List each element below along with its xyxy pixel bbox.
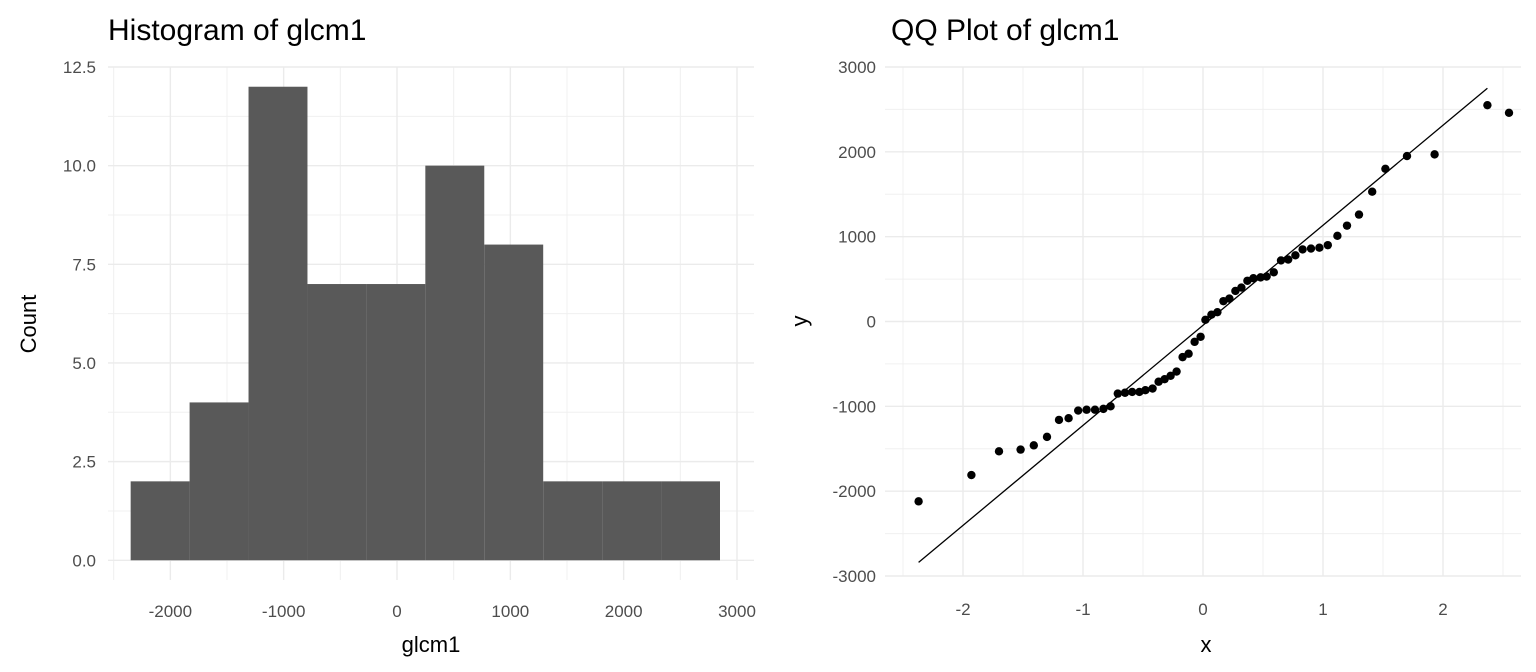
qq-plot-x-tick-label: 2 <box>1438 600 1447 619</box>
histogram-y-tick-label: 10.0 <box>63 157 96 176</box>
qq-plot-point <box>1184 349 1193 358</box>
qq-plot-point <box>1249 274 1258 283</box>
histogram-title: Histogram of glcm1 <box>108 14 366 47</box>
histogram-bar <box>661 481 720 561</box>
qq-plot-point <box>1315 243 1324 252</box>
qq-plot-point <box>1099 404 1108 414</box>
qq-plot-point <box>1166 371 1175 380</box>
qq-plot-x-tick-label: 0 <box>1198 600 1207 619</box>
qq-plot-points <box>914 100 1514 506</box>
histogram-y-tick-label: 0.0 <box>72 551 96 570</box>
qq-plot-y-tick-label: 2000 <box>838 143 876 162</box>
qq-plot-point <box>1106 402 1115 411</box>
histogram-x-ticks: -2000 -1000 0 1000 2000 3000 <box>149 602 756 621</box>
histogram-bars <box>130 86 720 561</box>
histogram-panel: Histogram of glcm1 -2000 -1000 0 1000 2000 30… <box>16 14 756 657</box>
qq-plot-title: QQ Plot of glcm1 <box>891 14 1119 47</box>
histogram-bar <box>602 481 662 561</box>
qq-plot-y-tick-label: 3000 <box>838 58 876 77</box>
histogram-bar <box>248 86 308 561</box>
qq-plot-point <box>1368 187 1377 196</box>
qq-plot-point <box>1354 210 1364 219</box>
histogram-bar <box>543 481 603 561</box>
qq-plot-reference-line-group <box>918 87 1488 563</box>
histogram-x-tick-label: 3000 <box>718 602 756 621</box>
qq-plot-point <box>1201 315 1210 325</box>
qq-plot-point <box>1213 307 1222 317</box>
histogram-x-tick-label: -2000 <box>149 602 192 621</box>
qq-plot-point <box>1269 268 1279 277</box>
histogram-x-axis-title: glcm1 <box>402 632 461 657</box>
qq-plot-point <box>967 470 976 480</box>
histogram-x-tick-label: 0 <box>392 602 401 621</box>
qq-plot-point <box>1298 245 1307 254</box>
qq-plot-point <box>1042 432 1052 442</box>
qq-plot-point <box>1381 164 1390 173</box>
qq-plot-point <box>1148 384 1157 393</box>
histogram-bar <box>425 165 485 561</box>
qq-plot-y-tick-label: -2000 <box>833 482 876 501</box>
histogram-y-tick-label: 2.5 <box>72 453 96 472</box>
qq-plot-point <box>1342 221 1352 230</box>
qq-plot-reference-line <box>918 87 1488 563</box>
qq-plot-point <box>1483 100 1492 110</box>
qq-plot-point <box>1082 405 1091 414</box>
qq-plot-point <box>1016 445 1025 454</box>
qq-plot-x-tick-label: -2 <box>955 600 970 619</box>
qq-plot-point <box>1074 406 1083 415</box>
qq-plot-x-ticks: -2 -1 0 1 2 <box>955 600 1447 619</box>
qq-plot-point <box>1276 256 1286 265</box>
qq-plot-point <box>1262 272 1271 281</box>
qq-plot-point <box>914 497 923 506</box>
qq-plot-point <box>1141 386 1150 395</box>
qq-plot-panel: QQ Plot of glcm1 -2 -1 0 1 2 -3000 -2000 -1000… <box>787 14 1521 657</box>
qq-plot-point <box>1190 337 1199 347</box>
qq-plot-point <box>1120 388 1130 397</box>
qq-plot-point <box>1237 283 1246 292</box>
histogram-y-tick-label: 7.5 <box>72 255 96 274</box>
histogram-y-tick-label: 5.0 <box>72 354 96 373</box>
histogram-x-tick-label: 1000 <box>491 602 529 621</box>
qq-plot-point <box>1291 251 1300 260</box>
qq-plot-y-ticks: -3000 -2000 -1000 0 1000 2000 3000 <box>833 58 876 586</box>
qq-plot-y-axis-title: y <box>787 316 812 327</box>
histogram-bar <box>484 244 544 561</box>
qq-plot-point <box>1225 294 1234 303</box>
qq-plot-point <box>1504 108 1514 118</box>
qq-plot-y-tick-label: 0 <box>867 313 876 332</box>
qq-plot-y-tick-label: -3000 <box>833 567 876 586</box>
qq-plot-y-tick-label: -1000 <box>833 397 876 416</box>
qq-plot-point <box>1430 150 1439 159</box>
qq-plot-point <box>1090 405 1100 414</box>
qq-plot-x-axis-title: x <box>1201 632 1212 657</box>
histogram-x-tick-label: -1000 <box>262 602 305 621</box>
qq-plot-point <box>1113 389 1123 398</box>
histogram-y-tick-label: 12.5 <box>63 58 96 77</box>
qq-plot-point <box>1196 332 1205 341</box>
histogram-bar <box>130 481 190 561</box>
qq-plot-point <box>994 447 1004 456</box>
qq-plot-point <box>1064 414 1073 423</box>
qq-plot-point <box>1323 240 1333 250</box>
qq-plot-point <box>1128 387 1137 397</box>
qq-plot-grid <box>885 66 1521 577</box>
qq-plot-point <box>1306 244 1316 253</box>
histogram-bar <box>189 402 249 561</box>
histogram-bar <box>307 284 367 561</box>
qq-plot-point <box>1172 367 1181 376</box>
qq-plot-x-tick-label: 1 <box>1318 600 1327 619</box>
qq-plot-point <box>1284 255 1293 264</box>
histogram-y-axis-title: Count <box>16 295 41 354</box>
qq-plot-y-tick-label: 1000 <box>838 228 876 247</box>
qq-plot-point <box>1333 231 1342 241</box>
qq-plot-x-tick-label: -1 <box>1075 600 1090 619</box>
histogram-bar <box>366 284 426 561</box>
qq-plot-point <box>1402 151 1412 161</box>
qq-plot-point <box>1029 441 1039 450</box>
histogram-x-tick-label: 2000 <box>605 602 643 621</box>
histogram-y-ticks: 0.0 2.5 5.0 7.5 10.0 12.5 <box>63 58 96 570</box>
qq-plot-point <box>1054 415 1064 425</box>
